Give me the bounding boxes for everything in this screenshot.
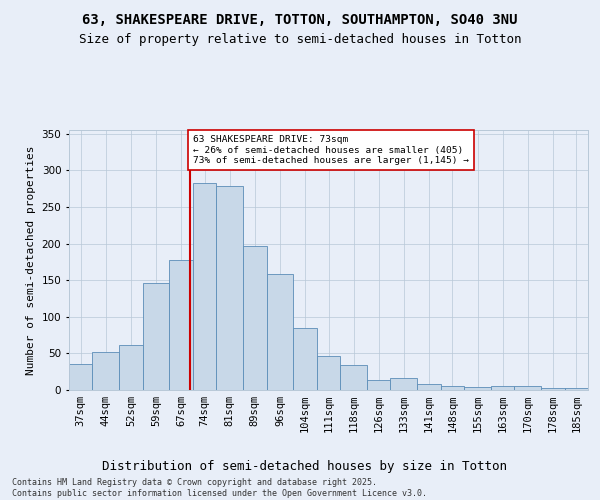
Bar xyxy=(491,386,514,390)
Bar xyxy=(514,386,541,390)
Bar xyxy=(69,364,92,390)
Bar xyxy=(169,260,193,390)
Bar xyxy=(340,365,367,390)
Bar xyxy=(367,380,391,390)
Bar xyxy=(293,328,317,390)
Bar xyxy=(440,386,464,390)
Bar xyxy=(92,352,119,390)
Bar xyxy=(391,378,417,390)
Bar xyxy=(143,283,169,390)
Text: 63 SHAKESPEARE DRIVE: 73sqm
← 26% of semi-detached houses are smaller (405)
73% : 63 SHAKESPEARE DRIVE: 73sqm ← 26% of sem… xyxy=(193,135,469,165)
Bar xyxy=(464,387,491,390)
Text: Contains HM Land Registry data © Crown copyright and database right 2025.
Contai: Contains HM Land Registry data © Crown c… xyxy=(12,478,427,498)
Text: Distribution of semi-detached houses by size in Totton: Distribution of semi-detached houses by … xyxy=(102,460,507,473)
Bar xyxy=(119,344,143,390)
Bar xyxy=(565,388,588,390)
Bar xyxy=(193,182,217,390)
Text: Size of property relative to semi-detached houses in Totton: Size of property relative to semi-detach… xyxy=(79,32,521,46)
Bar xyxy=(541,388,565,390)
Bar xyxy=(217,186,243,390)
Bar xyxy=(417,384,440,390)
Bar xyxy=(243,246,266,390)
Bar xyxy=(266,274,293,390)
Bar xyxy=(317,356,340,390)
Text: 63, SHAKESPEARE DRIVE, TOTTON, SOUTHAMPTON, SO40 3NU: 63, SHAKESPEARE DRIVE, TOTTON, SOUTHAMPT… xyxy=(82,12,518,26)
Y-axis label: Number of semi-detached properties: Number of semi-detached properties xyxy=(26,145,36,375)
